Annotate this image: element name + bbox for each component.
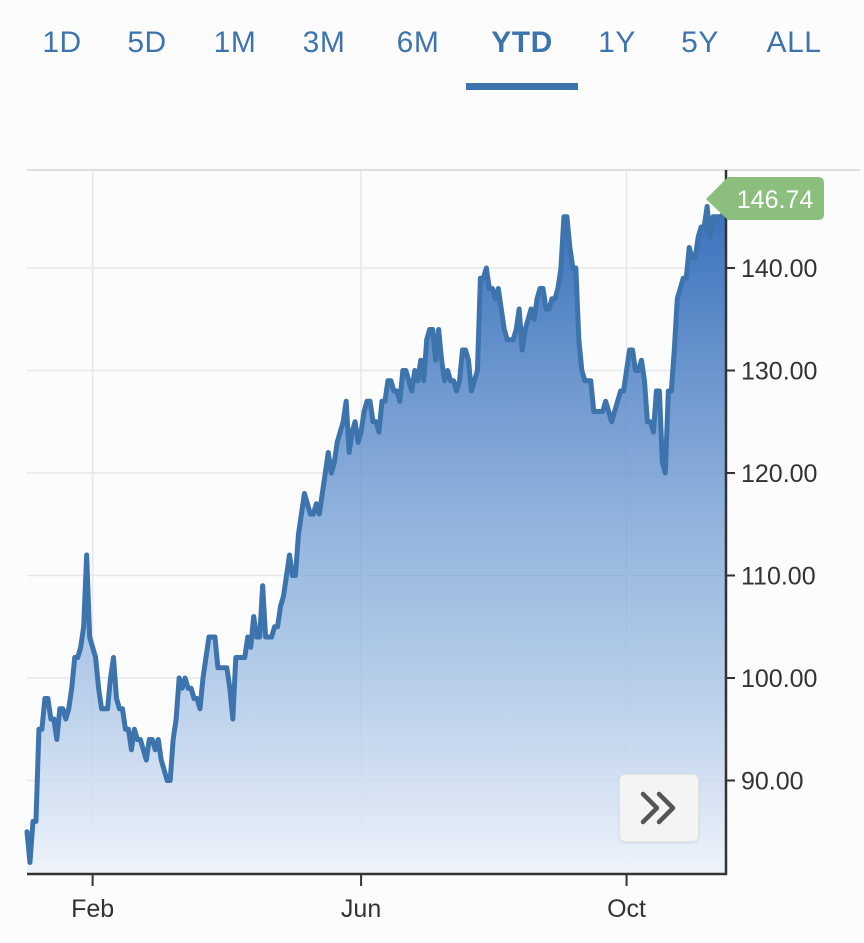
last-price-badge-shape (706, 177, 824, 220)
range-tabs: 1D 5D 1M 3M 6M YTD 1Y 5Y ALL (0, 0, 864, 100)
x-tick-label: Oct (607, 895, 646, 923)
active-tab-indicator (466, 83, 578, 90)
tab-ytd[interactable]: YTD (491, 26, 553, 59)
tab-1m[interactable]: 1M (213, 26, 257, 59)
y-tick-label: 110.00 (741, 563, 816, 591)
tab-all[interactable]: ALL (766, 26, 822, 59)
y-tick-label: 130.00 (741, 358, 817, 386)
last-price-label: 146.74 (737, 186, 814, 214)
area-fill (27, 206, 725, 874)
y-tick-label: 140.00 (741, 255, 817, 283)
x-axis-ticks: Feb Jun Oct (71, 874, 646, 923)
y-tick-label: 120.00 (741, 460, 817, 488)
price-line (24, 204, 728, 865)
y-tick-label: 100.00 (741, 665, 817, 693)
x-tick-label: Feb (71, 895, 114, 923)
tab-6m[interactable]: 6M (396, 26, 440, 59)
price-area (24, 204, 728, 874)
double-chevron-right-icon (640, 791, 676, 825)
y-tick-label: 90.00 (741, 768, 804, 796)
tab-1d[interactable]: 1D (42, 26, 82, 59)
scroll-forward-button[interactable] (619, 774, 699, 842)
last-price-badge: 146.74 (706, 177, 824, 220)
x-tick-label: Jun (341, 895, 381, 923)
axes (27, 170, 728, 876)
y-axis-ticks: 140.00 130.00 120.00 110.00 100.00 90.00 (726, 255, 817, 796)
tab-1y[interactable]: 1Y (598, 26, 636, 59)
tab-3m[interactable]: 3M (302, 26, 346, 59)
tab-5y[interactable]: 5Y (681, 26, 719, 59)
tab-5d[interactable]: 5D (127, 26, 167, 59)
